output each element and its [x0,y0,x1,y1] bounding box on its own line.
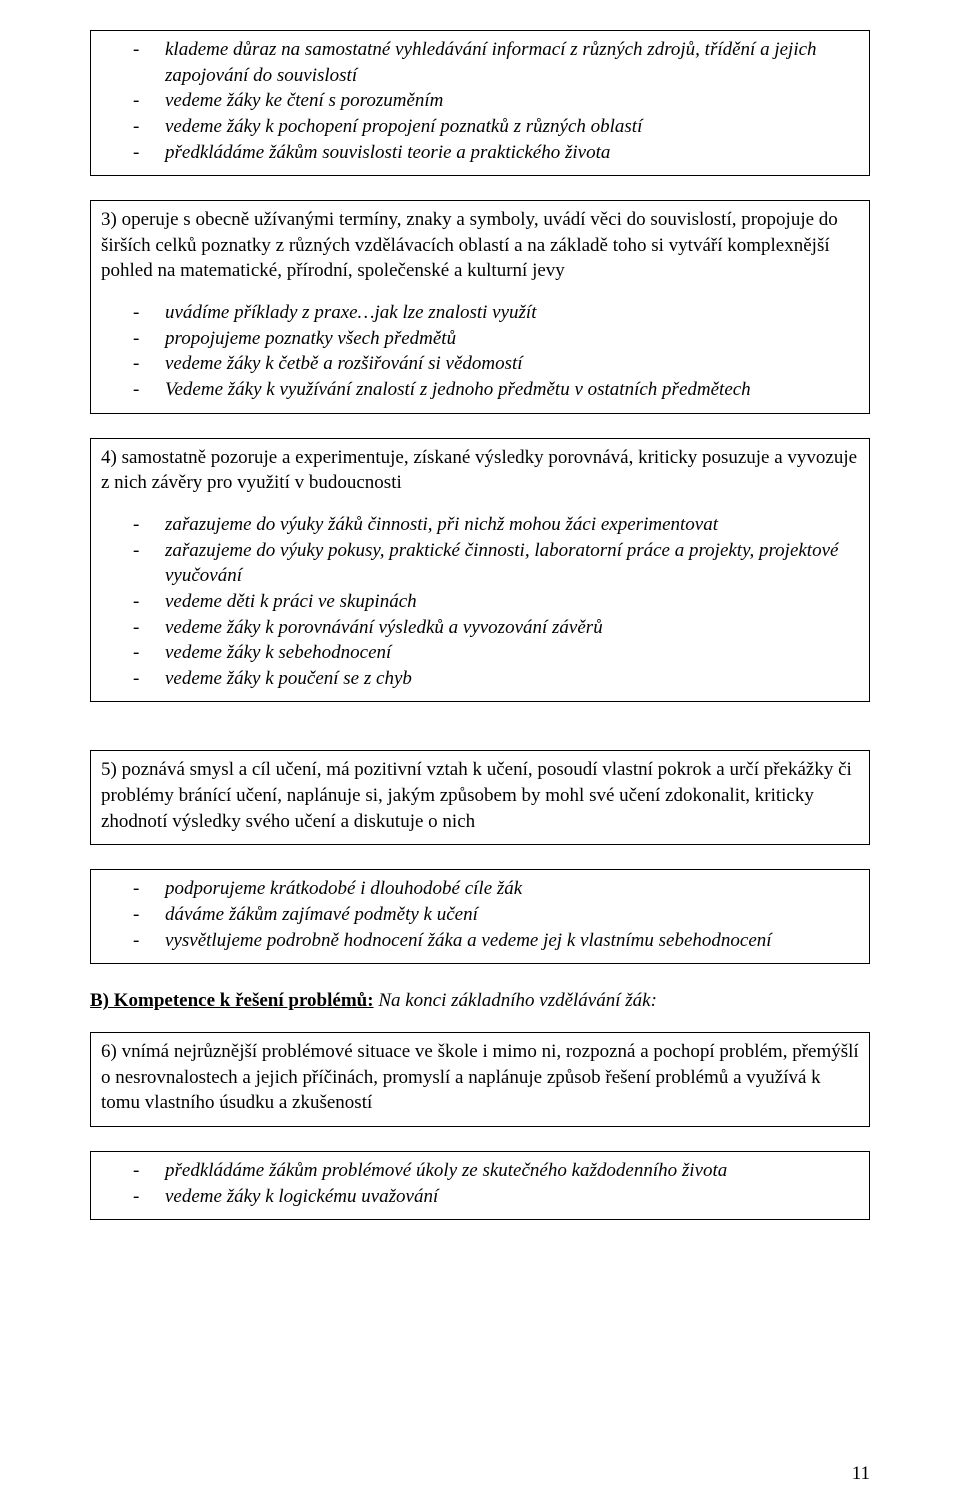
item-text: podporujeme krátkodobé i dlouhodobé cíle… [165,878,522,899]
section-4-box: 4) samostatně pozoruje a experimentuje, … [90,438,870,703]
list-item: předkládáme žákům souvislosti teorie a p… [133,140,859,166]
list-item: propojujeme poznatky všech předmětů [133,326,859,352]
section-5-box: 5) poznává smysl a cíl učení, má pozitiv… [90,750,870,845]
list-item: vedeme žáky k poučení se z chyb [133,666,859,692]
list-item: předkládáme žákům problémové úkoly ze sk… [133,1158,859,1184]
list-item: klademe důraz na samostatné vyhledávání … [133,37,859,88]
list-item: Vedeme žáky k využívání znalostí z jedno… [133,377,859,403]
item-text: předkládáme žákům problémové úkoly ze sk… [165,1160,727,1181]
list-item: vedeme děti k práci ve skupinách [133,589,859,615]
item-text: vedeme žáky k poučení se z chyb [165,668,412,689]
item-text: předkládáme žákům souvislosti teorie a p… [165,142,610,163]
list-item: vedeme žáky k pochopení propojení poznat… [133,114,859,140]
section-6-box: 6) vnímá nejrůznější problémové situace … [90,1032,870,1127]
box-1: klademe důraz na samostatné vyhledávání … [90,30,870,176]
item-text: dáváme žákům zajímavé podměty k učení [165,904,478,925]
item-text: vedeme žáky k porovnávání výsledků a vyv… [165,617,603,638]
box-6-list: předkládáme žákům problémové úkoly ze sk… [101,1158,859,1209]
section-3-text: 3) operuje s obecně užívanými termíny, z… [101,207,859,284]
item-text: vedeme žáky k četbě a rozšiřování si věd… [165,353,523,374]
list-item: zařazujeme do výuky pokusy, praktické či… [133,538,859,589]
list-item: vedeme žáky k porovnávání výsledků a vyv… [133,615,859,641]
section-3-box: 3) operuje s obecně užívanými termíny, z… [90,200,870,413]
item-text: zařazujeme do výuky pokusy, praktické či… [165,540,838,587]
heading-b-sub: Na konci základního vzdělávání žák: [374,990,657,1011]
item-text: vedeme žáky k sebehodnocení [165,642,391,663]
list-item: zařazujeme do výuky žáků činnosti, při n… [133,512,859,538]
box-1-list: klademe důraz na samostatné vyhledávání … [101,37,859,165]
item-text: uvádíme příklady z praxe…jak lze znalost… [165,302,537,323]
item-text: zařazujeme do výuky žáků činnosti, při n… [165,514,718,535]
section-5-text: 5) poznává smysl a cíl učení, má pozitiv… [101,757,859,834]
section-6-text: 6) vnímá nejrůznější problémové situace … [101,1039,859,1116]
heading-b-label: B) Kompetence k řešení problémů: [90,990,374,1011]
item-text: vysvětlujeme podrobně hodnocení žáka a v… [165,930,772,951]
list-item: dáváme žákům zajímavé podměty k učení [133,902,859,928]
item-text: Vedeme žáky k využívání znalostí z jedno… [165,379,751,400]
heading-b: B) Kompetence k řešení problémů: Na konc… [90,988,870,1014]
list-item: vedeme žáky ke čtení s porozuměním [133,88,859,114]
box-5-list: podporujeme krátkodobé i dlouhodobé cíle… [101,876,859,953]
list-item: podporujeme krátkodobé i dlouhodobé cíle… [133,876,859,902]
item-text: vedeme žáky k pochopení propojení poznat… [165,116,642,137]
list-item: vysvětlujeme podrobně hodnocení žáka a v… [133,928,859,954]
item-text: propojujeme poznatky všech předmětů [165,328,456,349]
box-3-list: uvádíme příklady z praxe…jak lze znalost… [101,300,859,403]
list-item: uvádíme příklady z praxe…jak lze znalost… [133,300,859,326]
list-item: vedeme žáky k sebehodnocení [133,640,859,666]
section-4-text: 4) samostatně pozoruje a experimentuje, … [101,445,859,496]
box-4-list: zařazujeme do výuky žáků činnosti, při n… [101,512,859,691]
list-item: vedeme žáky k četbě a rozšiřování si věd… [133,351,859,377]
item-text: vedeme děti k práci ve skupinách [165,591,417,612]
page-number: 11 [852,1461,870,1487]
item-text: klademe důraz na samostatné vyhledávání … [165,39,817,86]
item-text: vedeme žáky k logickému uvažování [165,1186,438,1207]
box-5: podporujeme krátkodobé i dlouhodobé cíle… [90,869,870,964]
item-text: vedeme žáky ke čtení s porozuměním [165,90,443,111]
list-item: vedeme žáky k logickému uvažování [133,1184,859,1210]
box-6: předkládáme žákům problémové úkoly ze sk… [90,1151,870,1220]
